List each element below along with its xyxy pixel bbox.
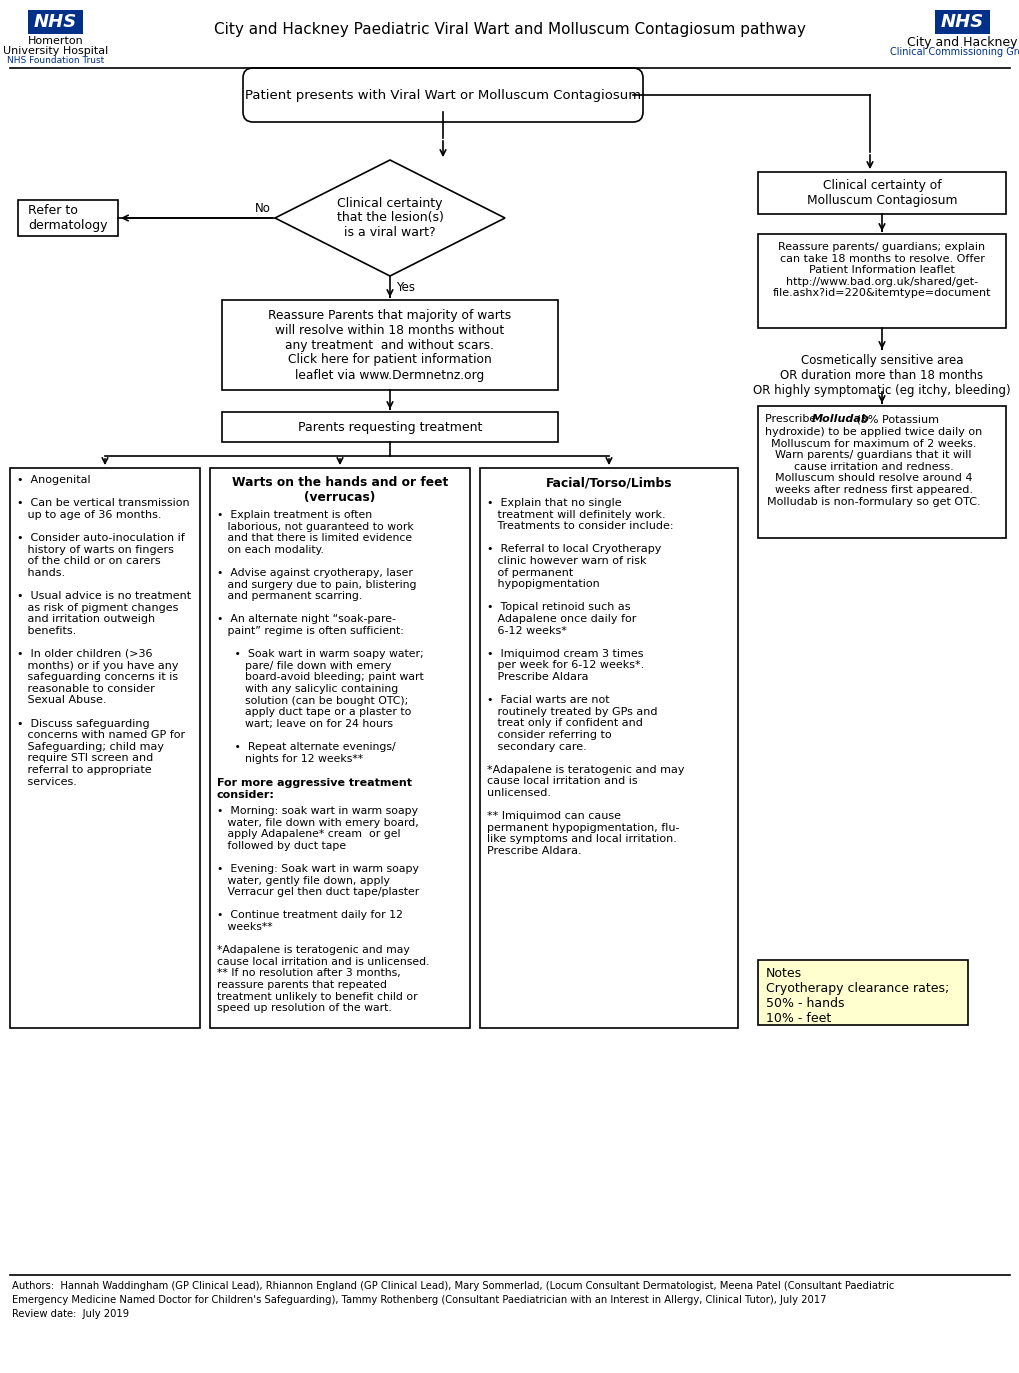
- FancyBboxPatch shape: [18, 200, 118, 236]
- FancyBboxPatch shape: [757, 960, 967, 1026]
- Text: •  Explain treatment is often
   laborious, not guaranteed to work
   and that t: • Explain treatment is often laborious, …: [217, 509, 423, 763]
- FancyBboxPatch shape: [757, 406, 1005, 538]
- FancyBboxPatch shape: [222, 412, 557, 442]
- Text: Prescribe: Prescribe: [764, 415, 819, 424]
- Polygon shape: [275, 161, 504, 276]
- Text: Facial/Torso/Limbs: Facial/Torso/Limbs: [545, 476, 672, 489]
- Text: Yes: Yes: [395, 281, 415, 294]
- Text: Authors:  Hannah Waddingham (GP Clinical Lead), Rhiannon England (GP Clinical Le: Authors: Hannah Waddingham (GP Clinical …: [12, 1281, 894, 1291]
- Text: Emergency Medicine Named Doctor for Children's Safeguarding), Tammy Rothenberg (: Emergency Medicine Named Doctor for Chil…: [12, 1295, 825, 1304]
- Text: Clinical Commissioning Group: Clinical Commissioning Group: [889, 47, 1019, 58]
- Text: City and Hackney Paediatric Viral Wart and Molluscum Contagiosum pathway: City and Hackney Paediatric Viral Wart a…: [214, 22, 805, 37]
- FancyBboxPatch shape: [222, 299, 557, 390]
- Text: (5% Potassium: (5% Potassium: [852, 415, 938, 424]
- Text: Reassure Parents that majority of warts
will resolve within 18 months without
an: Reassure Parents that majority of warts …: [268, 309, 512, 382]
- Text: NHS: NHS: [940, 12, 983, 32]
- FancyBboxPatch shape: [757, 172, 1005, 214]
- Text: •  Anogenital

•  Can be vertical transmission
   up to age of 36 months.

•  Co: • Anogenital • Can be vertical transmiss…: [17, 475, 191, 787]
- Text: Warts on the hands and or feet
(verrucas): Warts on the hands and or feet (verrucas…: [231, 476, 447, 504]
- Text: University Hospital: University Hospital: [3, 47, 108, 56]
- Text: Review date:  July 2019: Review date: July 2019: [12, 1308, 129, 1319]
- Text: •  Morning: soak wart in warm soapy
   water, file down with emery board,
   app: • Morning: soak wart in warm soapy water…: [217, 806, 429, 1013]
- FancyBboxPatch shape: [243, 69, 642, 122]
- Text: Clinical certainty of
Molluscum Contagiosum: Clinical certainty of Molluscum Contagio…: [806, 178, 956, 207]
- FancyBboxPatch shape: [28, 10, 83, 34]
- FancyBboxPatch shape: [210, 468, 470, 1028]
- Text: City and Hackney: City and Hackney: [906, 36, 1017, 49]
- Text: Molludab: Molludab: [811, 415, 868, 424]
- Text: Notes
Cryotherapy clearance rates;
50% - hands
10% - feet: Notes Cryotherapy clearance rates; 50% -…: [765, 967, 949, 1026]
- FancyBboxPatch shape: [757, 233, 1005, 328]
- Text: Homerton: Homerton: [28, 36, 84, 47]
- Text: Refer to
dermatology: Refer to dermatology: [29, 205, 108, 232]
- Text: Clinical certainty
that the lesion(s)
is a viral wart?: Clinical certainty that the lesion(s) is…: [336, 196, 443, 239]
- Text: hydroxide) to be applied twice daily on
Molluscum for maximum of 2 weeks.
Warn p: hydroxide) to be applied twice daily on …: [764, 427, 981, 507]
- Text: For more aggressive treatment
consider:: For more aggressive treatment consider:: [217, 778, 412, 799]
- FancyBboxPatch shape: [934, 10, 989, 34]
- FancyBboxPatch shape: [10, 468, 200, 1028]
- FancyBboxPatch shape: [480, 468, 738, 1028]
- Text: No: No: [255, 202, 271, 216]
- Text: •  Explain that no single
   treatment will definitely work.
   Treatments to co: • Explain that no single treatment will …: [486, 498, 684, 855]
- Text: Cosmetically sensitive area
OR duration more than 18 months
OR highly symptomati: Cosmetically sensitive area OR duration …: [752, 354, 1010, 397]
- Text: NHS: NHS: [34, 12, 77, 32]
- Text: Parents requesting treatment: Parents requesting treatment: [298, 420, 482, 434]
- Text: NHS Foundation Trust: NHS Foundation Trust: [7, 56, 104, 65]
- Text: Reassure parents/ guardians; explain
can take 18 months to resolve. Offer
Patien: Reassure parents/ guardians; explain can…: [772, 242, 990, 298]
- Text: Patient presents with Viral Wart or Molluscum Contagiosum: Patient presents with Viral Wart or Moll…: [245, 88, 640, 102]
